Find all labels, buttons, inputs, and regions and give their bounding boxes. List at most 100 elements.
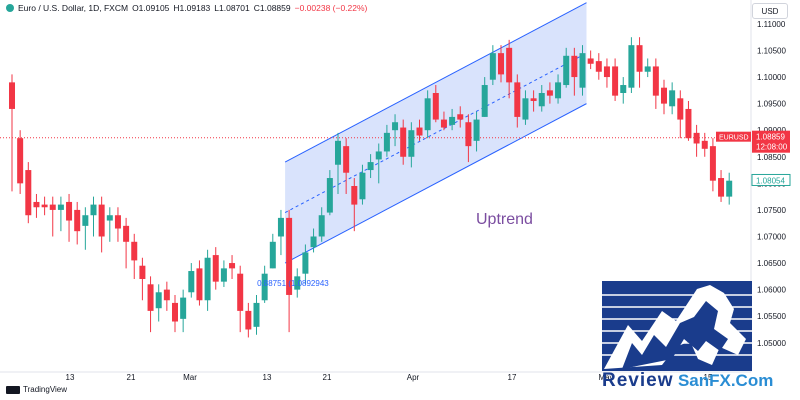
candle [644, 58, 651, 78]
candle [114, 207, 121, 242]
price-tick-label: 1.07000 [757, 232, 786, 241]
candle [718, 170, 725, 202]
time-tick-label: Apr [407, 373, 420, 382]
candle [25, 162, 32, 224]
price-tick-label: 1.10000 [757, 73, 786, 82]
last-price-tag [752, 130, 790, 153]
time-tick-label: 13 [263, 373, 272, 382]
price-tick-label: 1.07500 [757, 206, 786, 215]
candle [571, 47, 578, 96]
candle [628, 37, 635, 93]
candle [9, 74, 15, 192]
brand-name: TradingView [23, 385, 68, 394]
candle [498, 45, 504, 83]
candle [457, 106, 464, 128]
candle [98, 196, 105, 253]
channel-top-line[interactable] [284, 2, 587, 163]
channel-mid-line[interactable] [284, 52, 587, 214]
price-tick-label: 1.05000 [757, 339, 786, 348]
candle [318, 207, 325, 242]
candle [481, 77, 488, 117]
candle [82, 207, 89, 250]
price-tick-label: 1.05500 [757, 312, 786, 321]
candle [506, 39, 513, 99]
channel-bottom-line[interactable] [284, 103, 587, 264]
candle [155, 284, 162, 322]
change-value: −0.00238 (−0.22%) [294, 3, 368, 13]
measure-label: 0.88751 (1.0892943 [257, 279, 329, 288]
time-tick-label: 21 [127, 373, 136, 382]
candle [41, 196, 48, 216]
time-tick-label: 21 [323, 373, 332, 382]
candle [229, 255, 236, 279]
candle [163, 281, 170, 311]
last-price-value: 1.08859 [756, 133, 785, 142]
close-value: C1.08859 [253, 3, 291, 13]
candle [424, 90, 431, 139]
candle [66, 193, 73, 242]
candle [432, 85, 439, 123]
candle [17, 130, 24, 194]
candle [449, 108, 456, 131]
price-tick-label: 1.06000 [757, 286, 786, 295]
time-tick-label: 13 [66, 373, 75, 382]
symbol-tag [716, 131, 751, 142]
watermark-text: Review SanFX.Com [602, 370, 792, 394]
candle [489, 45, 496, 86]
marker-price-tag [751, 173, 791, 186]
symbol-tag-label: EURUSD [719, 135, 749, 142]
countdown-timer: 12:08:00 [756, 143, 788, 152]
high-value: H1.09183 [173, 3, 211, 13]
candle [677, 90, 684, 139]
candle [172, 294, 178, 333]
watermark-review: Review [602, 370, 674, 391]
price-tick-label: 1.11000 [757, 20, 786, 29]
market-status-icon [6, 4, 14, 12]
candle [555, 74, 562, 104]
candle [180, 289, 187, 333]
candle [343, 138, 350, 194]
candle [253, 294, 260, 335]
candle [302, 244, 309, 285]
candle [212, 247, 219, 290]
candle [74, 201, 81, 245]
candle [685, 100, 692, 141]
sanfx-logo-icon [602, 281, 752, 371]
candle [579, 45, 586, 96]
candle [514, 74, 521, 128]
candle [33, 193, 40, 218]
candle [416, 119, 423, 141]
candle [351, 178, 358, 232]
candle [693, 124, 700, 157]
time-tick-label: 17 [508, 373, 517, 382]
candle [587, 50, 594, 70]
candle [620, 77, 627, 104]
candle [277, 209, 284, 256]
candle [546, 82, 553, 104]
candle [595, 53, 602, 80]
price-tick-label: 1.10500 [757, 46, 786, 55]
candle [49, 196, 56, 237]
candle [335, 132, 341, 194]
tradingview-logo[interactable]: TradingView [6, 385, 67, 394]
candle [465, 114, 472, 163]
candle [245, 302, 252, 338]
symbol-title[interactable]: Euro / U.S. Dollar, 1D, FXCM [18, 3, 129, 13]
time-tick-label: May [598, 373, 613, 382]
candle [57, 196, 64, 232]
symbol-legend[interactable]: Euro / U.S. Dollar, 1D, FXCM O1.09105 H1… [6, 3, 367, 13]
candle [652, 58, 659, 109]
candle [237, 265, 244, 333]
candle [669, 82, 676, 115]
candle [269, 233, 276, 269]
candle [310, 228, 317, 253]
candle [603, 58, 610, 88]
candle [392, 114, 399, 147]
currency-button[interactable]: USD [752, 3, 788, 19]
candle [261, 265, 268, 303]
candle [636, 37, 643, 88]
marker-price-value: 1.08054 [756, 176, 785, 185]
candle [204, 249, 211, 311]
candle [408, 122, 415, 168]
